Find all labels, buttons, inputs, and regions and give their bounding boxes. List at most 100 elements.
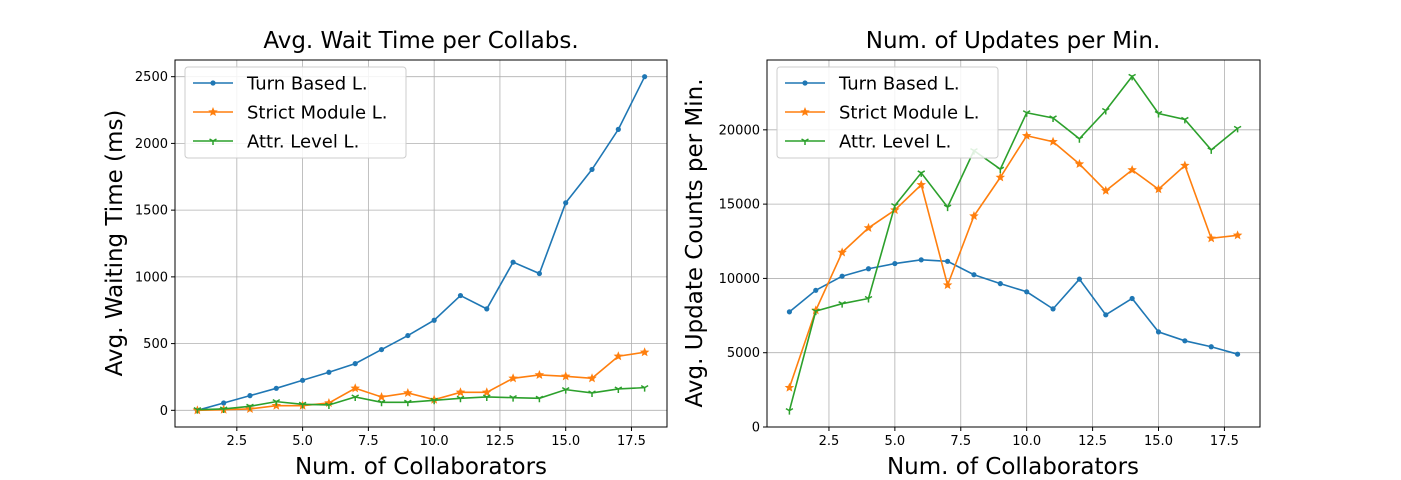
legend: Turn Based L. Strict Module L. Attr. Level… [184, 66, 407, 159]
data-point [300, 377, 306, 383]
legend-item: Turn Based L. [785, 74, 960, 95]
data-point [484, 306, 490, 312]
x-tick-label: 17.5 [617, 434, 646, 449]
data-point [916, 179, 926, 189]
data-point [589, 166, 595, 173]
data-point [1233, 125, 1242, 133]
legend-box [776, 66, 999, 159]
data-point [455, 387, 466, 397]
data-point [405, 332, 411, 339]
data-point [209, 138, 217, 145]
legend-item: Turn Based L. [193, 74, 368, 95]
data-point [786, 309, 793, 315]
data-point [1128, 73, 1136, 81]
data-point [995, 172, 1006, 182]
x-tick-label: 2.5 [819, 434, 840, 449]
legend-item: Attr. Level L. [193, 132, 359, 153]
data-point [324, 397, 334, 408]
plot-frame [174, 59, 668, 428]
data-point [785, 408, 794, 415]
y-tick-label: 1500 [135, 204, 168, 219]
data-point [1206, 233, 1216, 243]
data-point [1181, 116, 1189, 124]
data-point [811, 305, 821, 315]
data-point [1101, 185, 1111, 195]
updates-per-minute-chart: Num. of Updates per Min. Num. of Collabo… [682, 28, 1261, 480]
data-point [1154, 110, 1163, 118]
x-tick-label: 12.5 [485, 434, 514, 449]
data-point [1182, 338, 1188, 344]
data-point [614, 386, 623, 393]
x-tick-label: 15.0 [1144, 434, 1173, 449]
legend-item: Strict Module L. [785, 103, 979, 124]
plot-area: 2.5 5.0 7.5 10.0 12.5 15.0 17.5 0 500 1000 1500 200… [135, 59, 668, 449]
data-point [891, 202, 899, 210]
series-strict-module-l [784, 130, 1243, 392]
data-point [1024, 289, 1030, 295]
chart-title: Avg. Wait Time per Collabs. [263, 28, 578, 54]
x-tick-label: 10.0 [1012, 434, 1041, 449]
data-point [1050, 306, 1056, 312]
data-point [800, 107, 810, 117]
data-point [802, 80, 808, 86]
data-point [1021, 130, 1032, 140]
data-point [560, 371, 571, 381]
data-point [1153, 184, 1164, 194]
x-tick-label: 5.0 [885, 434, 906, 449]
y-axis-label: Avg. Update Counts per Min. [682, 78, 708, 407]
x-tick-label: 7.5 [950, 434, 971, 449]
data-point [377, 399, 386, 407]
data-point [1207, 147, 1216, 154]
x-axis-label: Num. of Collaborators [887, 454, 1139, 480]
data-point [943, 204, 952, 212]
data-point [325, 402, 333, 409]
data-point [640, 384, 649, 392]
plot-frame [766, 59, 1261, 428]
data-point [482, 387, 492, 397]
data-point [863, 222, 874, 232]
data-point [942, 280, 953, 290]
data-point [944, 258, 951, 264]
y-tick-label: 15000 [719, 198, 760, 213]
legend-label: Turn Based L. [246, 74, 368, 95]
data-point [247, 393, 253, 399]
legend-item: Strict Module L. [193, 103, 387, 124]
y-axis-label: Avg. Waiting Time (ms) [102, 110, 128, 377]
data-point [837, 247, 847, 257]
data-point [615, 126, 621, 132]
data-point [350, 383, 360, 393]
data-point [457, 292, 464, 299]
data-point [1076, 276, 1083, 282]
data-point [1022, 110, 1031, 117]
legend-box [184, 66, 407, 159]
data-point [1129, 295, 1135, 302]
series-line [788, 74, 1239, 411]
data-point [510, 259, 516, 265]
series-line [197, 351, 645, 412]
data-point [1180, 160, 1190, 170]
data-point [865, 266, 872, 272]
data-point [997, 281, 1003, 287]
data-point [219, 406, 228, 413]
data-point [839, 273, 845, 279]
legend-label: Turn Based L. [838, 74, 960, 95]
data-point [642, 74, 648, 80]
y-tick-label: 0 [752, 421, 760, 436]
data-point [918, 257, 924, 263]
x-tick-label: 15.0 [551, 434, 580, 449]
legend: Turn Based L. Strict Module L. Attr. Level… [776, 66, 999, 159]
data-point [563, 200, 569, 206]
series-line [788, 259, 1238, 355]
x-tick-label: 10.0 [420, 434, 449, 449]
x-tick-label: 12.5 [1078, 434, 1107, 449]
series-turn-based-l [194, 74, 648, 413]
legend-label: Strict Module L. [247, 103, 387, 124]
data-point [221, 400, 227, 406]
y-tick-label: 10000 [719, 272, 760, 287]
data-point [429, 394, 439, 404]
data-point [376, 391, 387, 402]
data-point [378, 346, 385, 353]
data-point [351, 394, 360, 401]
y-tick-label: 2500 [135, 70, 168, 85]
data-point [1101, 107, 1110, 115]
